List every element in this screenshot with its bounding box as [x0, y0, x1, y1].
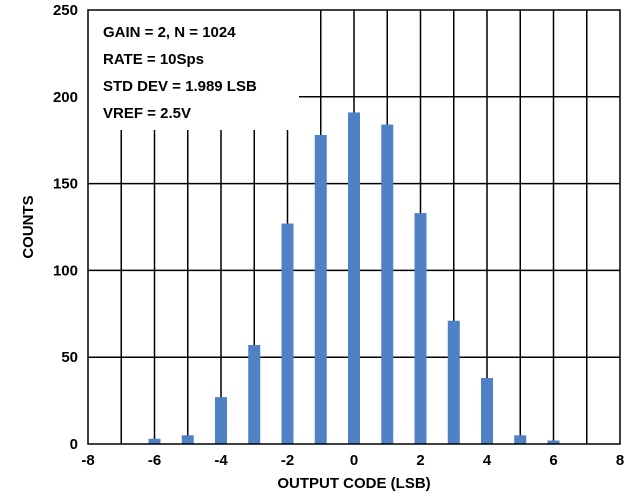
- y-tick-label: 200: [53, 89, 78, 106]
- bar: [182, 435, 194, 444]
- bar: [448, 321, 460, 444]
- x-axis-title: OUTPUT CODE (LSB): [277, 475, 430, 492]
- y-axis-title: COUNTS: [20, 195, 37, 258]
- y-tick-label: 0: [70, 436, 78, 453]
- bar: [514, 435, 526, 444]
- bars: [149, 112, 560, 444]
- annotation-text: GAIN = 2, N = 1024: [103, 24, 236, 41]
- annotation-text: STD DEV = 1.989 LSB: [103, 78, 257, 95]
- bar: [315, 135, 327, 444]
- bar: [282, 224, 294, 444]
- x-tick-label: 0: [350, 452, 358, 469]
- y-tick-label: 150: [53, 176, 78, 193]
- y-tick-label: 250: [53, 2, 78, 19]
- x-tick-label: 6: [549, 452, 557, 469]
- x-tick-label: 2: [416, 452, 424, 469]
- bar: [248, 345, 260, 444]
- bar: [481, 378, 493, 444]
- bar: [149, 439, 161, 444]
- bar: [381, 125, 393, 444]
- x-tick-label: -6: [148, 452, 161, 469]
- bar: [415, 213, 427, 444]
- y-tick-label: 100: [53, 262, 78, 279]
- x-tick-labels: -8 -6 -4 -2 0 2 4 6 8: [81, 452, 624, 469]
- bar: [215, 397, 227, 444]
- x-tick-label: -8: [81, 452, 94, 469]
- y-tick-labels: 0 50 100 150 200 250: [53, 2, 78, 453]
- bar: [348, 112, 360, 444]
- x-tick-label: 4: [483, 452, 492, 469]
- annotation-text: VREF = 2.5V: [103, 105, 191, 122]
- y-tick-label: 50: [61, 349, 78, 366]
- x-tick-label: 8: [616, 452, 624, 469]
- x-tick-label: -4: [214, 452, 228, 469]
- x-tick-label: -2: [281, 452, 294, 469]
- annotation-text: RATE = 10Sps: [103, 51, 204, 68]
